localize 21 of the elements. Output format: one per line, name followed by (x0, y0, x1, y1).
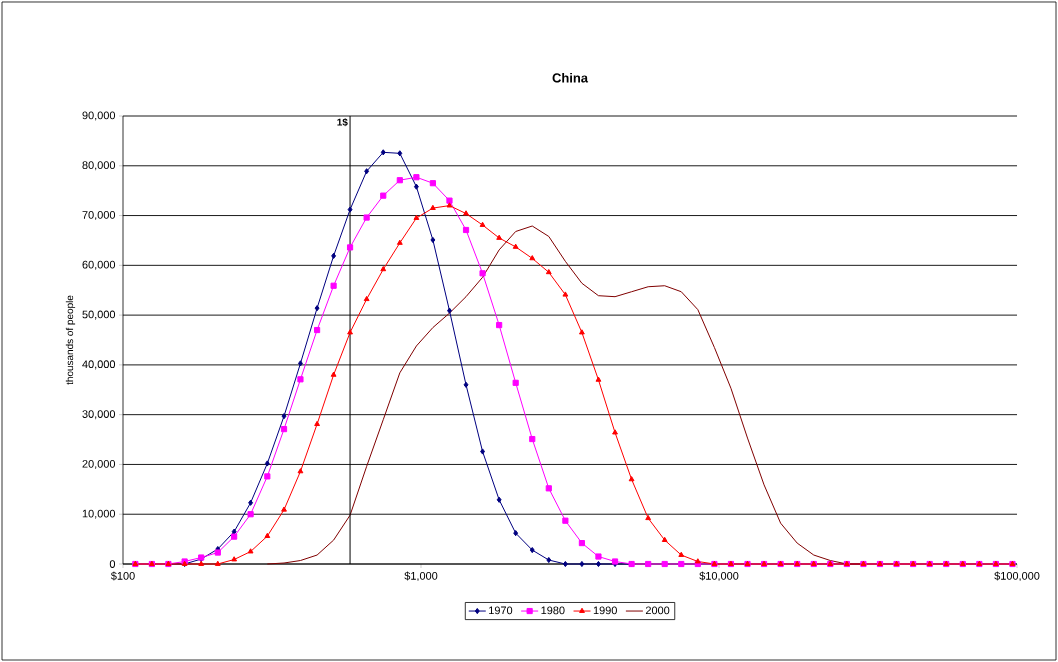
y-tick-label: 30,000 (82, 410, 116, 420)
y-tick-label: 70,000 (82, 211, 116, 221)
x-tick-label: $100 (110, 571, 135, 581)
y-tick-label: 0 (109, 560, 116, 568)
y-tick-label: 90,000 (82, 111, 116, 121)
y-tick-label: 50,000 (82, 310, 116, 320)
legend-label: 1970 (489, 606, 513, 615)
x-tick-label: $1,000 (404, 571, 438, 582)
y-tick-label: 60,000 (82, 260, 116, 270)
y-tick-label: 20,000 (82, 459, 116, 469)
annotation: 1$ (337, 118, 348, 127)
y-tick-label: 40,000 (82, 360, 116, 370)
y-axis-title: thousands of people (65, 295, 76, 385)
legend-label: 1990 (593, 606, 617, 615)
legend-label: 2000 (645, 606, 670, 615)
y-tick-label: 10,000 (82, 509, 116, 519)
chart-title: China (552, 72, 589, 83)
y-tick-label: 80,000 (82, 161, 116, 171)
x-tick-label: $10,000 (699, 571, 739, 582)
legend-label: 1980 (541, 606, 565, 615)
x-tick-label: $100,000 (994, 571, 1040, 582)
